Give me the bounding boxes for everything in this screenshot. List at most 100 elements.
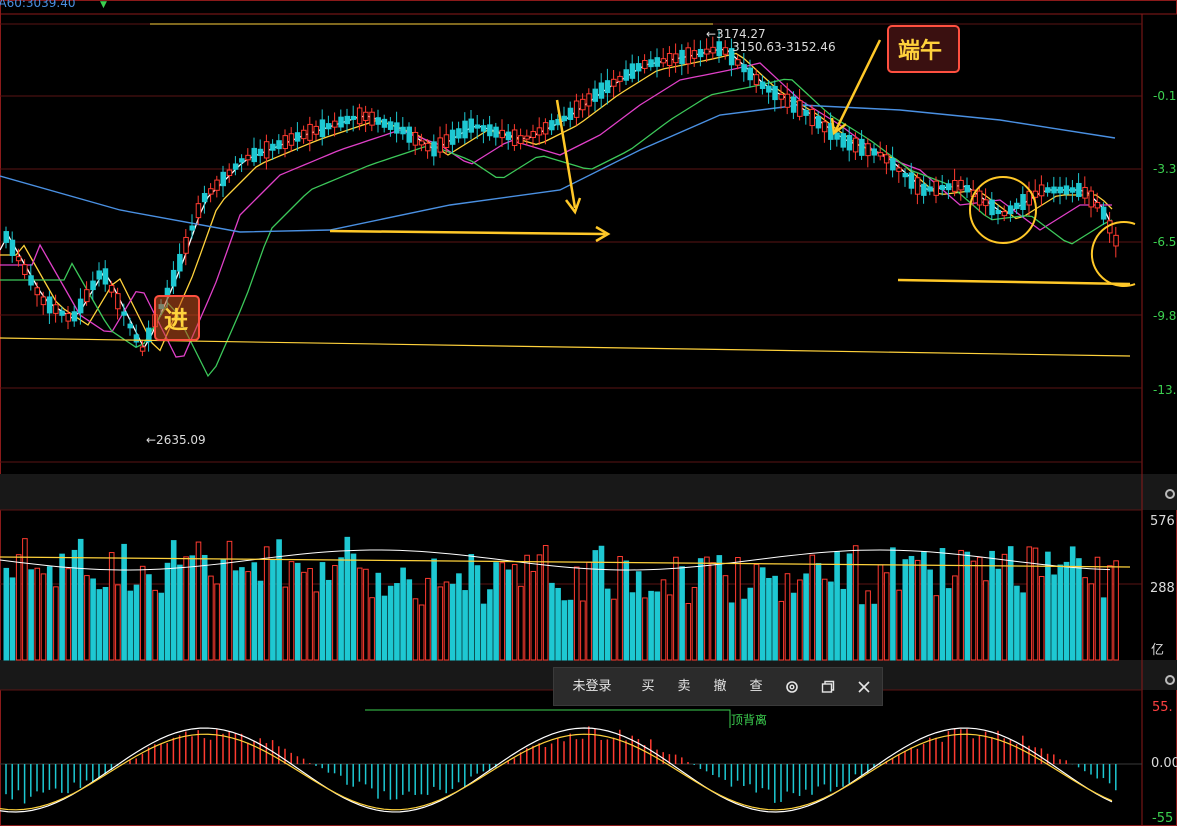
volume-bars <box>0 536 1131 661</box>
candle-body <box>958 179 964 191</box>
volume-bar <box>896 589 902 661</box>
candle-body <box>784 93 791 108</box>
volume-bar <box>604 588 611 661</box>
volume-bar <box>518 585 524 661</box>
candle-body <box>263 141 270 159</box>
buy-button[interactable]: 买 <box>641 679 655 694</box>
volume-bar <box>245 571 251 661</box>
candle-body <box>877 152 884 157</box>
volume-bar <box>412 598 419 661</box>
volume-bar <box>716 555 723 661</box>
gear-icon[interactable] <box>774 668 810 705</box>
cancel-order-button[interactable]: 撤 <box>713 679 727 694</box>
candle-body <box>797 100 803 117</box>
close-icon[interactable] <box>846 668 882 705</box>
candle-body <box>654 57 660 67</box>
candle-body <box>350 115 357 120</box>
candle-body <box>313 125 319 135</box>
volume-bar <box>939 548 946 661</box>
candle-body <box>369 111 375 126</box>
volume-bar <box>1082 577 1088 661</box>
volume-bar <box>586 561 592 661</box>
candle-body <box>809 108 815 127</box>
volume-bar <box>555 587 561 661</box>
candle-body <box>573 100 580 118</box>
login-status-button[interactable]: 未登录 <box>572 679 612 694</box>
macd-settings-icon[interactable] <box>1165 675 1175 685</box>
volume-bar <box>927 569 933 661</box>
volume-bar <box>28 569 34 661</box>
candle-body <box>617 75 623 82</box>
candle-body <box>257 148 264 157</box>
candle-body <box>530 131 536 138</box>
volume-bar <box>195 541 202 661</box>
volume-bar <box>487 589 493 661</box>
candle-body <box>474 124 481 129</box>
candle-body <box>778 94 784 100</box>
candle-body <box>852 137 859 153</box>
candle-body <box>449 129 456 145</box>
candle-body <box>1007 205 1014 215</box>
sell-button[interactable]: 卖 <box>677 679 691 694</box>
volume-bar <box>623 560 630 661</box>
volume-bar <box>1100 597 1107 661</box>
candle-body <box>976 190 983 206</box>
candle-body <box>883 154 890 164</box>
candle-body <box>276 140 282 150</box>
volume-bar <box>177 564 183 661</box>
volume-bar <box>524 554 530 661</box>
volume-bar <box>1069 546 1076 661</box>
candle-body <box>34 287 40 296</box>
candle-body <box>239 158 245 163</box>
volume-bar <box>84 575 90 661</box>
candle-body <box>524 135 530 140</box>
candle-body <box>325 123 332 130</box>
volume-bar <box>363 568 369 661</box>
candle-body <box>635 63 642 72</box>
candle-body <box>170 269 177 287</box>
macd-tick-1: 55. <box>1152 700 1173 715</box>
candle-body <box>1045 187 1051 193</box>
volume-bar <box>449 583 456 661</box>
candle-body <box>666 53 673 67</box>
bottom-support-line <box>897 278 1131 286</box>
volume-bar <box>505 569 512 661</box>
query-button[interactable]: 查 <box>749 679 763 694</box>
volume-bar <box>34 567 41 661</box>
candle-body <box>766 85 772 93</box>
candle-body <box>673 53 679 64</box>
candle-body <box>933 180 939 196</box>
volume-bar <box>1051 574 1057 661</box>
candle-body <box>307 123 313 141</box>
candle-body <box>834 132 840 140</box>
candle-body <box>363 111 369 121</box>
volume-bar <box>976 556 983 661</box>
candle-body <box>1038 184 1045 197</box>
candle-body <box>270 143 276 151</box>
volume-unit: 亿 <box>1151 643 1164 658</box>
trade-toolbar: 未登录 买 卖 撤 查 <box>553 667 883 706</box>
candle-body <box>226 169 233 177</box>
candle-body <box>102 268 109 285</box>
volume-bar <box>394 583 400 661</box>
volume-settings-icon[interactable] <box>1165 489 1175 499</box>
candle-body <box>815 115 822 129</box>
volume-bar <box>127 590 134 661</box>
candle-body <box>22 264 28 275</box>
festival-arrow <box>833 39 882 133</box>
candle-body <box>1094 201 1101 209</box>
volume-bar <box>146 574 152 661</box>
candle-body <box>195 203 202 219</box>
volume-bar <box>239 567 245 661</box>
restore-window-icon[interactable] <box>810 668 846 705</box>
candle-body <box>865 143 871 157</box>
price-tick-4: -9.8 <box>1153 309 1176 323</box>
candle-body <box>747 67 753 81</box>
volume-bar <box>263 546 270 661</box>
volume-bar <box>685 603 692 661</box>
volume-bar <box>9 577 16 661</box>
candle-body <box>952 180 958 192</box>
volume-bar <box>728 602 735 661</box>
volume-bar <box>902 559 909 661</box>
